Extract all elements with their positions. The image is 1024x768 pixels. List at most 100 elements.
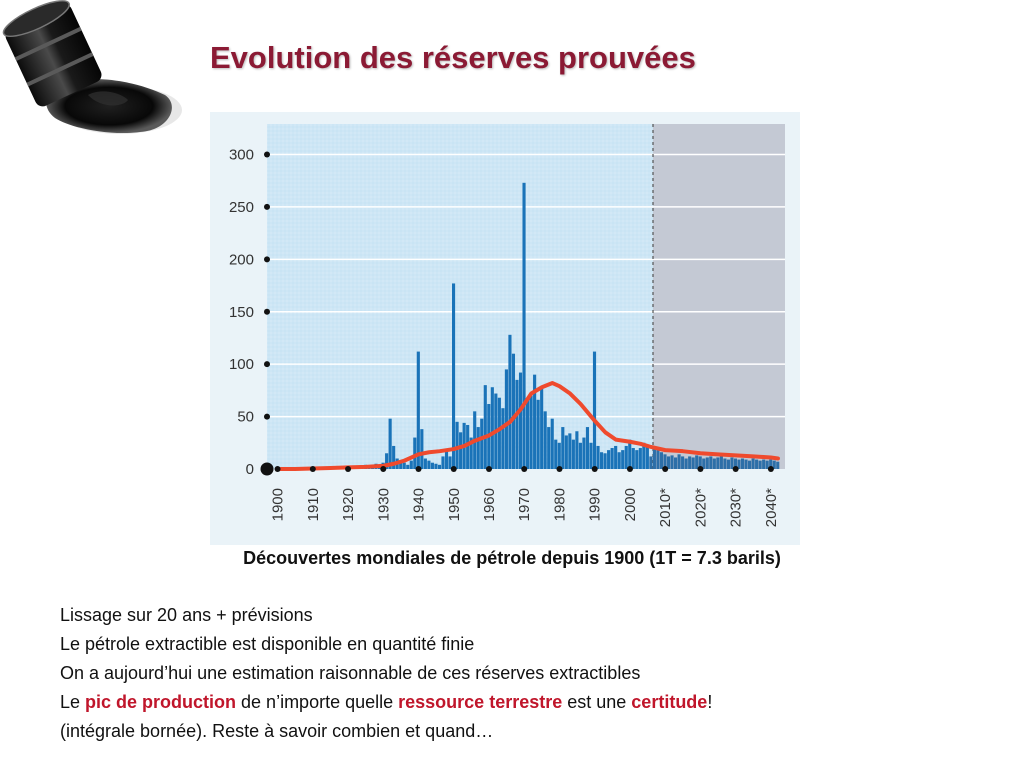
discovery-bar xyxy=(631,448,635,469)
y-axis: 0 50 100 150 200 250 300 xyxy=(229,147,274,478)
discovery-bar xyxy=(663,454,667,469)
slide-title: Evolution des réserves prouvées xyxy=(210,40,696,75)
discovery-bar xyxy=(716,457,720,469)
x-tick-dot xyxy=(662,466,669,472)
x-tick-dot xyxy=(450,466,457,472)
x-tick-label: 1970 xyxy=(516,488,533,521)
forecast-background xyxy=(653,124,785,469)
text-line-4: Le pic de production de n’importe quelle… xyxy=(60,688,712,717)
y-tick-label: 250 xyxy=(229,199,254,216)
discovery-bar xyxy=(437,464,442,469)
y-tick-dot xyxy=(260,462,274,476)
text-segment: est une xyxy=(562,692,632,712)
x-tick-dot xyxy=(767,466,774,472)
x-tick-label: 2020* xyxy=(692,488,709,527)
discovery-bar xyxy=(674,457,678,469)
y-tick-dot xyxy=(264,361,270,368)
discovery-bar xyxy=(476,427,480,469)
discovery-bar xyxy=(698,456,702,469)
x-tick-dot xyxy=(380,466,387,472)
discovery-bar xyxy=(522,182,526,469)
discovery-bar xyxy=(568,433,572,469)
x-tick-dot xyxy=(309,466,316,472)
x-tick-label: 2010* xyxy=(657,488,674,527)
discovery-bar xyxy=(769,459,773,469)
discovery-bar xyxy=(388,418,392,469)
discovery-bar xyxy=(392,445,396,469)
y-tick-dot xyxy=(264,256,270,263)
discovery-bar xyxy=(748,460,752,469)
discovery-bar xyxy=(497,397,501,469)
discovery-bar xyxy=(705,457,709,469)
discovery-bar xyxy=(659,452,664,469)
y-tick-label: 150 xyxy=(229,304,254,321)
discovery-bar xyxy=(409,460,413,469)
discovery-bar xyxy=(681,456,685,469)
discovery-bar xyxy=(649,456,653,469)
discovery-bar xyxy=(575,431,579,469)
discovery-bar xyxy=(723,458,727,469)
discovery-bar xyxy=(642,442,646,469)
discovery-bar xyxy=(740,458,745,469)
discovery-bar xyxy=(554,439,558,469)
discovery-bar xyxy=(504,369,508,469)
x-tick-label: 2030* xyxy=(728,488,745,527)
y-tick-dot xyxy=(264,308,270,315)
discovery-bar xyxy=(430,462,434,469)
discovery-bar xyxy=(448,456,452,469)
x-tick-dot xyxy=(521,466,528,472)
highlight-certainty: certitude xyxy=(631,692,708,712)
discovery-bar xyxy=(670,455,674,469)
y-tick-dot xyxy=(264,413,270,420)
discovery-bar xyxy=(719,456,723,469)
discovery-bar xyxy=(511,353,516,469)
discovery-bar xyxy=(730,457,734,469)
discovery-bar xyxy=(543,411,547,469)
discovery-bar xyxy=(758,460,762,469)
x-tick-label: 2040* xyxy=(763,488,780,527)
discovery-bar xyxy=(582,437,586,469)
discovery-bar xyxy=(480,418,484,469)
discovery-bar xyxy=(691,457,695,469)
text-line-2: Le pétrole extractible est disponible en… xyxy=(60,634,475,654)
discovery-bar xyxy=(385,453,389,469)
discovery-bar xyxy=(501,408,505,469)
discovery-bar xyxy=(624,445,628,469)
text-line-1: Lissage sur 20 ans + prévisions xyxy=(60,605,313,625)
x-tick-label: 1910 xyxy=(305,488,322,521)
x-tick-dot xyxy=(556,466,563,472)
y-tick-label: 50 xyxy=(237,409,254,426)
highlight-earth-resource: ressource terrestre xyxy=(398,692,563,712)
y-tick-label: 300 xyxy=(229,147,254,164)
discovery-bar xyxy=(469,437,473,469)
discovery-bar xyxy=(483,385,487,469)
x-tick-label: 1990 xyxy=(587,488,604,521)
x-tick-label: 1920 xyxy=(340,488,357,521)
discovery-bar xyxy=(772,460,776,469)
y-tick-dot xyxy=(264,203,270,210)
discovery-bar xyxy=(709,456,713,469)
discovery-bar xyxy=(656,450,660,469)
discovery-bar xyxy=(399,460,403,469)
discovery-bar xyxy=(589,442,593,469)
discovery-bar xyxy=(614,445,618,469)
discovery-bar xyxy=(645,445,649,469)
discovery-bar xyxy=(455,421,459,469)
discovery-bar xyxy=(688,456,692,469)
discovery-bar xyxy=(578,442,582,469)
discovery-bar xyxy=(533,374,537,469)
discovery-bar xyxy=(607,450,611,469)
x-tick-label: 1950 xyxy=(446,488,463,521)
discovery-bar xyxy=(610,448,614,469)
discovery-bar xyxy=(550,418,554,469)
x-tick-label: 1940 xyxy=(411,488,428,521)
discovery-bar xyxy=(677,454,681,469)
discovery-bar xyxy=(635,450,639,469)
discovery-bar xyxy=(737,459,741,469)
discovery-bar xyxy=(441,456,445,469)
discovery-bar xyxy=(684,458,688,469)
text-line-5: (intégrale bornée). Reste à savoir combi… xyxy=(60,721,494,741)
text-segment: Le xyxy=(60,692,86,712)
y-tick-label: 100 xyxy=(229,356,254,373)
x-tick-dot xyxy=(486,466,492,472)
